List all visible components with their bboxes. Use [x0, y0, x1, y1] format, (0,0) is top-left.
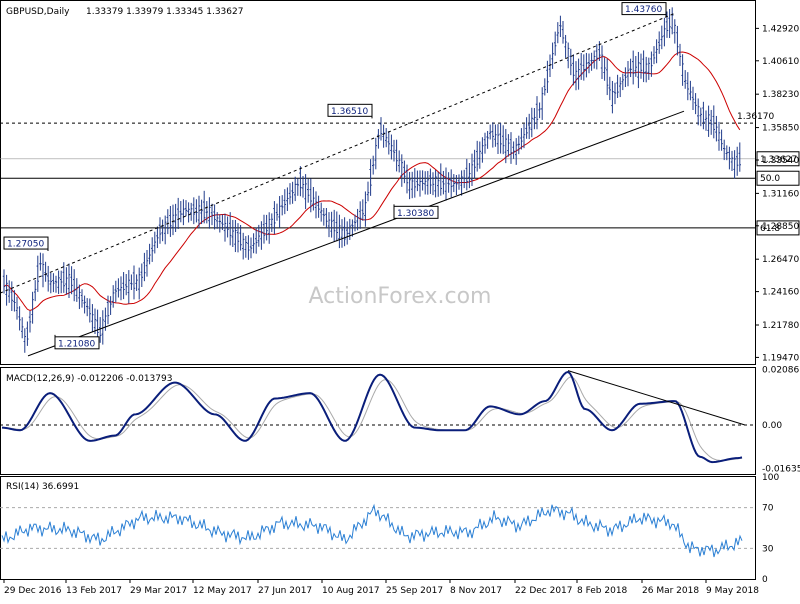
price-annotation-label: 1.21080 [58, 339, 95, 349]
rsi-y-axis: 100 70 30 0 [0, 473, 779, 585]
price-annotation-box [621, 2, 667, 16]
price-moving-average [3, 51, 741, 311]
level-price-box [756, 170, 800, 186]
upper-channel-line [0, 12, 676, 294]
price-levels: 1.36170 50.0 61.8 1.33627 [0, 112, 800, 236]
x-axis: 29 Dec 2016 13 Feb 2017 29 Mar 2017 12 May … [3, 579, 759, 596]
watermark: ActionForex.com [309, 284, 492, 309]
level-price-box [756, 220, 800, 236]
macd-trendline [567, 370, 746, 426]
level-price-label: 50.0 [760, 174, 780, 184]
price-annotation-box [3, 236, 49, 250]
price-pane: GBPUSD,Daily 1.33379 1.33979 1.33345 1.3… [0, 0, 800, 365]
price-annotation-box [54, 336, 100, 350]
rsi-line-path [1, 503, 743, 558]
macd-y-axis: 0.020861 0.00 -0.016357 [0, 366, 800, 474]
price-y-tick-label: 1.28850 [762, 222, 799, 232]
price-annotation-box [393, 205, 439, 219]
x-tick-label: 10 Aug 2017 [322, 586, 380, 596]
rsi-pane-border [0, 476, 756, 580]
price-y-axis: 1.19470 1.21780 1.24160 1.26470 1.28850 1.311… [755, 24, 799, 363]
price-y-tick-label: 1.38230 [762, 90, 799, 100]
macd-lines [1, 370, 746, 464]
price-header-symbol: GBPUSD,Daily [6, 7, 70, 17]
price-annotation-label: 1.43760 [625, 5, 662, 15]
x-tick-label: 8 Feb 2018 [577, 586, 628, 596]
x-tick-label: 13 Feb 2017 [66, 586, 122, 596]
rsi-line [1, 503, 743, 558]
price-annotation-label: 1.30380 [397, 209, 434, 219]
price-trendlines [0, 12, 685, 357]
lower-channel-line [27, 110, 685, 357]
price-y-tick-label: 1.31160 [762, 189, 799, 199]
price-pane-border [0, 0, 756, 365]
current-price-label: 1.33627 [760, 155, 797, 165]
price-y-tick-label: 1.35850 [762, 124, 799, 134]
rsi-y-tick-label: 0 [762, 575, 768, 585]
x-tick-label: 8 Nov 2017 [450, 586, 502, 596]
macd-main-line [1, 370, 743, 464]
x-tick-label: 22 Dec 2017 [515, 586, 573, 596]
price-y-tick-label: 1.21780 [762, 321, 799, 331]
macd-pane: MACD(12,26,9) -0.012206 -0.013793 0.0208… [0, 366, 800, 475]
rsi-header: RSI(14) 36.6991 [6, 482, 79, 492]
macd-y-tick-label: 0.00 [762, 421, 782, 431]
sma-line [3, 51, 741, 311]
fib-label: 1.36170 [737, 112, 774, 122]
x-tick-label: 9 May 2018 [706, 586, 759, 596]
price-annotations: 1.27050 1.21080 1.36510 1.30380 1.43760 [3, 2, 667, 350]
x-tick-label: 12 May 2017 [193, 586, 252, 596]
price-y-tick-label: 1.33540 [762, 156, 799, 166]
x-tick-label: 26 Mar 2018 [642, 586, 699, 596]
price-annotation-label: 1.36510 [331, 107, 368, 117]
macd-y-tick-label: 0.020861 [762, 366, 800, 376]
x-tick-label: 25 Sep 2017 [386, 586, 443, 596]
rsi-y-tick-label: 70 [762, 504, 774, 514]
rsi-y-tick-label: 100 [762, 473, 779, 483]
price-y-tick-label: 1.26470 [762, 255, 799, 265]
macd-pane-border [0, 367, 756, 475]
price-y-tick-label: 1.40610 [762, 57, 799, 67]
price-y-tick-label: 1.19470 [762, 353, 799, 363]
x-tick-label: 29 Mar 2017 [130, 586, 187, 596]
price-y-tick-label: 1.42920 [762, 24, 799, 34]
rsi-pane: RSI(14) 36.6991 100 70 30 0 [0, 473, 779, 585]
rsi-y-tick-label: 30 [762, 544, 774, 554]
price-annotation-box [327, 103, 373, 117]
price-y-tick-label: 1.24160 [762, 288, 799, 298]
x-tick-label: 27 Jun 2017 [258, 586, 312, 596]
price-annotation-label: 1.27050 [7, 240, 44, 250]
level-price-label: 61.8 [760, 224, 780, 234]
x-tick-label: 29 Dec 2016 [4, 586, 62, 596]
price-bars [2, 7, 741, 353]
price-header-ohlc: 1.33379 1.33979 1.33345 1.33627 [86, 7, 243, 17]
macd-y-tick-label: -0.016357 [762, 464, 800, 474]
current-price-box [756, 151, 800, 167]
macd-header: MACD(12,26,9) -0.012206 -0.013793 [6, 374, 172, 384]
